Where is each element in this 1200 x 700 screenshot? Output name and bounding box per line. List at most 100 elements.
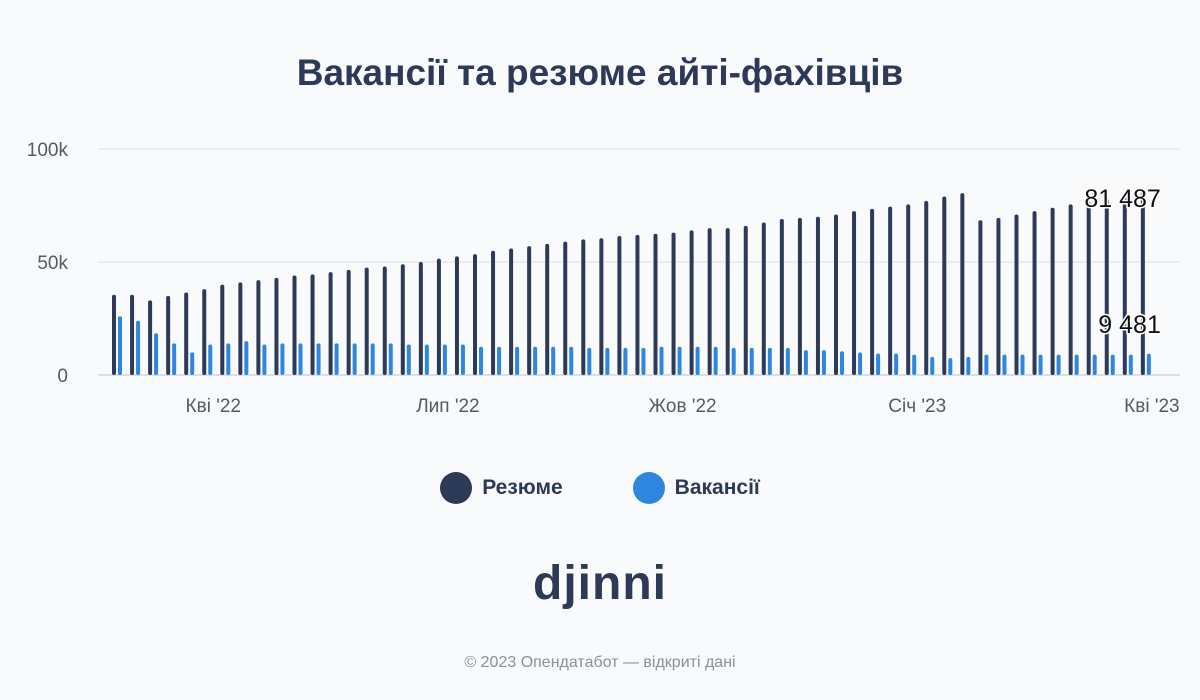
bar-resume	[436, 258, 441, 375]
bar-vacancy	[515, 346, 520, 375]
bar-vacancy	[226, 343, 231, 375]
bar-resume	[202, 289, 207, 375]
bar-vacancy	[1146, 353, 1151, 375]
legend-item-vacancies[interactable]: Вакансії	[632, 472, 760, 504]
djinni-logo: djinni	[533, 557, 667, 610]
bar-resume	[274, 277, 279, 375]
bar-resume	[527, 246, 532, 375]
bar-resume	[364, 267, 369, 375]
bar-resume	[148, 300, 153, 375]
bar-resume	[310, 274, 315, 375]
bar-vacancy	[460, 344, 465, 375]
bar-vacancy	[1074, 354, 1079, 375]
bar-resume	[292, 275, 297, 375]
bar-resume	[346, 269, 351, 375]
bar-vacancy	[912, 354, 917, 375]
bar-vacancy	[154, 333, 159, 375]
bar-resume	[418, 262, 423, 375]
bar-vacancy	[569, 346, 574, 375]
bar-vacancy	[208, 344, 213, 375]
bar-resume	[1050, 207, 1055, 375]
bar-vacancy	[821, 350, 826, 375]
bar-vacancy	[334, 343, 339, 375]
bar-chart: 0 50k 100k Кві '22 Лип '22 Жов '22 Січ '23 Кві …	[27, 140, 1180, 417]
bar-resume	[328, 272, 333, 375]
x-tick-label: Січ '23	[888, 396, 946, 417]
bar-resume	[635, 234, 640, 375]
bar-resume	[707, 228, 712, 375]
bar-resume	[400, 264, 405, 375]
bar-resume	[779, 219, 784, 375]
bar-resume	[815, 216, 820, 375]
bar-resume	[671, 232, 676, 375]
bar-vacancy	[1110, 354, 1115, 375]
bar-resume	[870, 208, 875, 375]
x-tick-label: Лип '22	[416, 396, 479, 417]
legend-dot-resumes	[440, 472, 473, 504]
bar-vacancy	[1056, 354, 1061, 375]
bar-resume	[725, 228, 730, 375]
x-tick-label: Жов '22	[649, 396, 717, 417]
bar-vacancy	[659, 346, 664, 375]
bar-resume	[761, 222, 766, 375]
bar-resume	[238, 282, 243, 375]
bar-vacancy	[749, 347, 754, 375]
bar-resume	[581, 239, 586, 375]
bar-vacancy	[1020, 354, 1025, 375]
bar-vacancy	[713, 346, 718, 375]
y-tick-label: 100k	[27, 140, 69, 161]
bar-vacancy	[172, 343, 177, 375]
y-tick-label: 50k	[37, 253, 68, 274]
bar-vacancy	[497, 346, 502, 375]
bar-vacancy	[876, 353, 881, 375]
bar-vacancy	[316, 343, 321, 375]
bar-vacancy	[984, 354, 989, 375]
bar-resume	[112, 294, 116, 375]
bar-resume	[834, 214, 838, 375]
bar-vacancy	[136, 320, 141, 375]
end-label-vacancies: 9 481	[1098, 311, 1161, 339]
bar-resume	[617, 236, 622, 375]
bar-vacancy	[767, 347, 772, 375]
bar-vacancy	[1128, 354, 1133, 375]
bar-vacancy	[587, 347, 592, 375]
x-tick-label: Кві '23	[1124, 396, 1179, 417]
bar-resume	[906, 204, 911, 375]
bar-vacancy	[840, 351, 844, 375]
bar-vacancy	[641, 347, 646, 375]
bar-vacancy	[533, 346, 538, 375]
bar-resume	[563, 241, 568, 375]
bar-resume	[130, 294, 135, 375]
bar-resume	[888, 206, 893, 375]
legend-item-resumes[interactable]: Резюме	[440, 472, 563, 504]
bar-resume	[220, 284, 225, 375]
bar-vacancy	[677, 346, 682, 375]
bar-vacancy	[695, 346, 700, 375]
chart-title: Вакансії та резюме айті-фахівців	[296, 52, 904, 93]
x-tick-label: Кві '22	[186, 396, 241, 417]
bar-vacancy	[623, 347, 628, 375]
bar-resume	[978, 220, 983, 375]
bar-resume	[852, 211, 857, 375]
bar-resume	[1032, 211, 1037, 375]
bar-resume	[924, 200, 929, 375]
bar-resume	[797, 217, 802, 375]
bar-vacancy	[424, 344, 429, 375]
bar-resume	[1068, 204, 1073, 375]
bar-resume	[1086, 202, 1091, 375]
bar-resume	[166, 295, 171, 375]
bar-vacancy	[551, 346, 556, 375]
bar-vacancy	[388, 343, 393, 375]
bar-resume	[256, 280, 261, 375]
bar-vacancy	[785, 347, 790, 375]
bar-resume	[473, 254, 477, 375]
legend-label-resumes: Резюме	[482, 476, 563, 499]
bar-vacancy	[370, 343, 375, 375]
end-label-resumes: 81 487	[1084, 185, 1160, 213]
bar-resume	[1140, 190, 1145, 375]
bar-resume	[743, 225, 748, 375]
bar-vacancy	[803, 350, 808, 375]
bar-resume	[382, 266, 387, 375]
bar-resume	[942, 196, 947, 375]
y-tick-label: 0	[57, 366, 68, 387]
